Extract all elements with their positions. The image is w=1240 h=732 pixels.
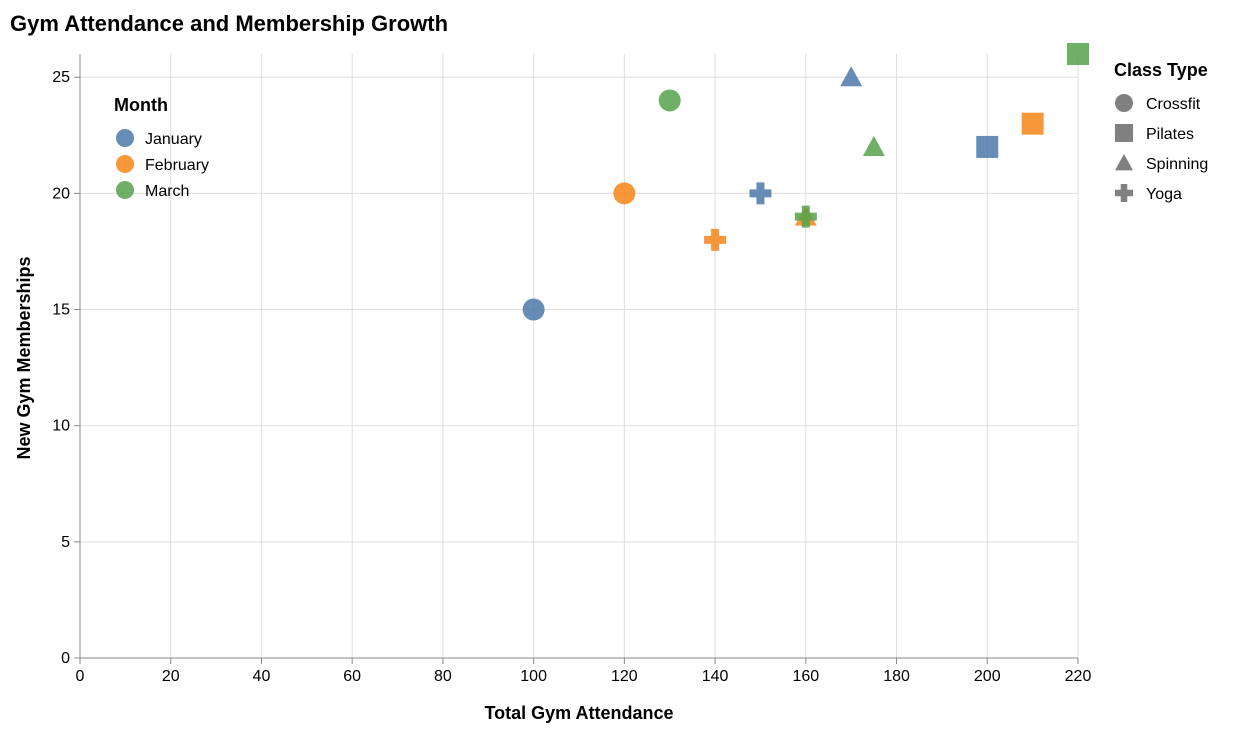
y-tick-label: 25 (52, 69, 70, 86)
month-legend: Month January February March (114, 95, 209, 200)
data-point-february-crossfit (613, 182, 636, 205)
grid-lines (79, 54, 1079, 659)
data-point-january-pilates (976, 135, 999, 158)
x-tick-label: 80 (434, 668, 452, 685)
class-type-legend: Class Type Crossfit Pilates Spinning Yoga (1114, 60, 1208, 203)
month-legend-label: January (145, 131, 202, 148)
class-type-legend-label: Pilates (1146, 126, 1194, 143)
x-tick-label: 220 (1065, 668, 1092, 685)
x-tick-label: 140 (702, 668, 729, 685)
x-tick-label: 0 (76, 668, 85, 685)
y-axis-title: New Gym Memberships (14, 256, 34, 459)
month-legend-label: March (145, 183, 189, 200)
month-legend-label: February (145, 157, 209, 174)
x-tick-label: 120 (611, 668, 638, 685)
class-type-legend-label: Crossfit (1146, 96, 1201, 113)
x-tick-label: 180 (883, 668, 910, 685)
data-point-march-spinning (862, 135, 885, 156)
data-point-january-crossfit (522, 298, 545, 321)
y-tick-label: 15 (52, 302, 70, 319)
month-legend-title: Month (114, 95, 168, 115)
y-tick-label: 0 (61, 650, 70, 667)
class-type-legend-circle-icon (1114, 93, 1134, 113)
class-type-legend-label: Spinning (1146, 156, 1208, 173)
data-point-january-spinning (840, 66, 863, 87)
y-tick-label: 5 (61, 534, 70, 551)
axes: 0 20 40 60 80 100 120 140 160 180 200 220 0 5 10 15 20 25 (52, 54, 1091, 685)
x-tick-label: 40 (253, 668, 271, 685)
class-type-legend-title: Class Type (1114, 60, 1208, 80)
data-point-february-pilates (1021, 112, 1044, 135)
x-tick-label: 200 (974, 668, 1001, 685)
class-type-legend-label: Yoga (1146, 186, 1182, 203)
x-tick-label: 60 (343, 668, 361, 685)
chart-title: Gym Attendance and Membership Growth (10, 11, 448, 36)
month-legend-symbol (115, 180, 135, 200)
data-point-march-crossfit (658, 89, 681, 112)
data-point-march-yoga (794, 205, 817, 228)
class-type-legend-triangle-icon (1114, 153, 1134, 171)
month-legend-symbol (115, 154, 135, 174)
x-tick-label: 160 (792, 668, 819, 685)
y-tick-label: 20 (52, 185, 70, 202)
class-type-legend-cross-icon (1114, 183, 1134, 203)
x-tick-label: 20 (162, 668, 180, 685)
class-type-legend-square-icon (1114, 123, 1134, 143)
data-point-march-pilates (1067, 43, 1089, 65)
data-point-february-yoga (704, 228, 727, 251)
x-tick-label: 100 (520, 668, 547, 685)
y-tick-label: 10 (52, 418, 70, 435)
x-axis-title: Total Gym Attendance (484, 703, 673, 723)
data-points (522, 43, 1089, 321)
data-point-january-yoga (749, 182, 772, 205)
month-legend-symbol (115, 128, 135, 148)
